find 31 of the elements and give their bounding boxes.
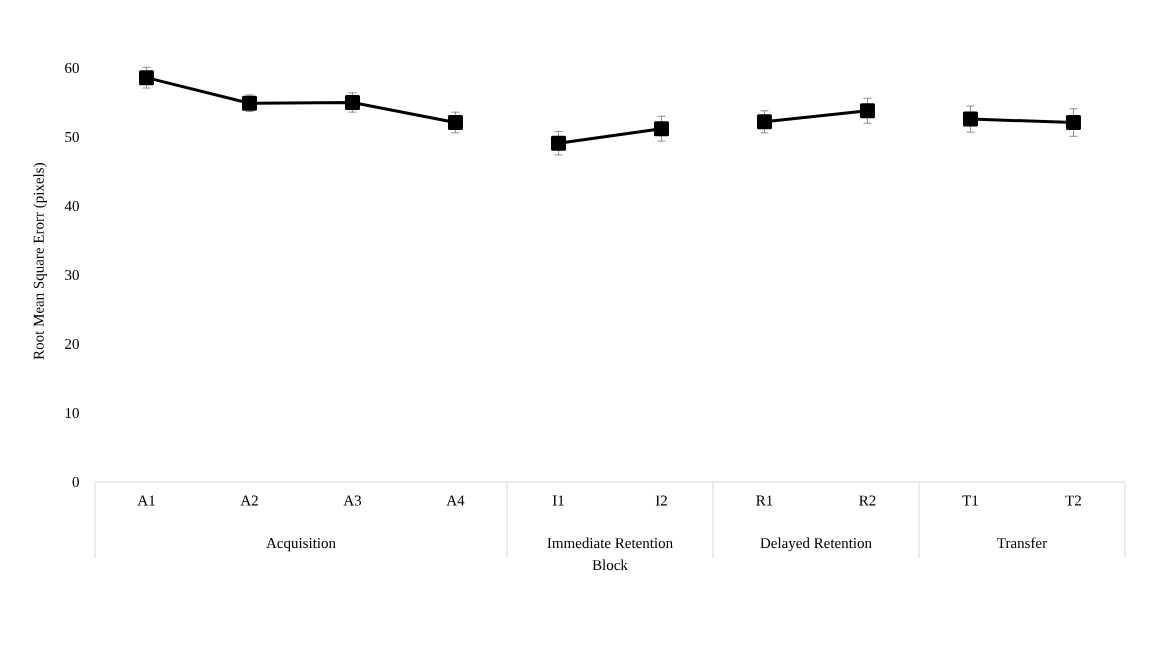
y-axis-title: Root Mean Square Erorr (pixels)	[33, 163, 47, 360]
x-axis-title: Block	[592, 559, 628, 571]
y-tick-label: 40	[64, 200, 79, 212]
x-tick-label: T2	[1065, 495, 1081, 506]
text: Immediate Retention	[547, 537, 673, 549]
text: Delayed Retention	[760, 537, 872, 552]
text: Transfer	[997, 537, 1047, 549]
x-tick-label: A1	[137, 495, 155, 506]
text: Acquisition	[266, 538, 336, 552]
x-tick-label: A2	[240, 495, 258, 506]
point	[447, 115, 463, 131]
point	[1065, 115, 1081, 131]
x-tick-label: R1	[756, 495, 773, 506]
point	[962, 111, 978, 127]
point	[550, 135, 566, 151]
y-tick-label: 20	[65, 338, 79, 350]
point	[859, 103, 875, 119]
x-tick-label: I2	[655, 495, 667, 506]
y-tick-label: 50	[65, 131, 79, 143]
x-tick-label: A3	[343, 495, 362, 506]
x-tick-label: T1	[962, 495, 978, 506]
y-tick-label: 10	[65, 407, 79, 419]
point	[756, 114, 772, 130]
y-tick-label: 0	[72, 476, 79, 488]
x-tick-label: R2	[859, 495, 876, 506]
y-tick-label: 60	[65, 62, 79, 74]
point	[139, 70, 155, 86]
point	[653, 121, 669, 137]
x-tick-label: I1	[552, 495, 564, 506]
x-tick-label: A4	[446, 495, 465, 506]
y-tick-label: 30	[65, 269, 79, 281]
